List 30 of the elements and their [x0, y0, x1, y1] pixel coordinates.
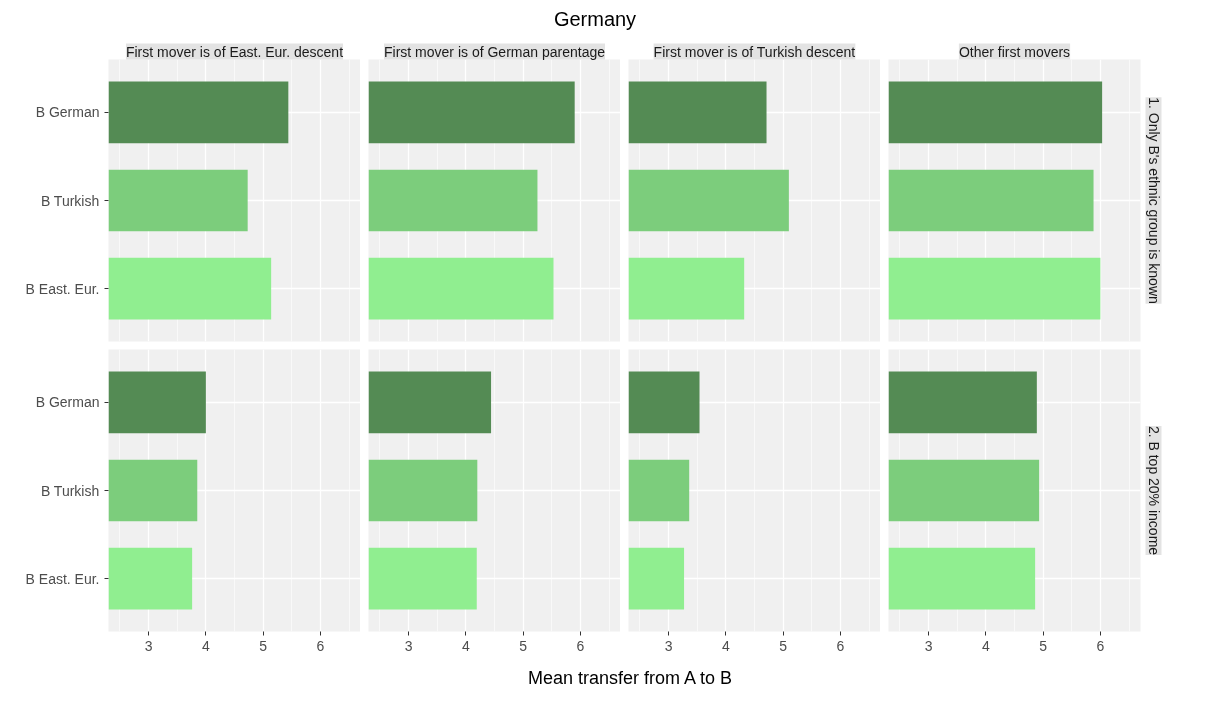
y-tick-label: B East. Eur.: [25, 280, 100, 297]
x-tick-label: 6: [836, 637, 845, 654]
x-tick-label: 4: [461, 637, 470, 654]
x-tick-label: 3: [144, 637, 153, 654]
x-tick-label: 6: [1096, 637, 1105, 654]
x-tick-label: 4: [721, 637, 730, 654]
x-tick-label: 5: [519, 637, 528, 654]
chart-title: First mover is of East. Eur. descent: [125, 43, 344, 60]
x-tick-label: 3: [664, 637, 673, 654]
x-tick-label: 5: [259, 637, 268, 654]
x-tick-label: 4: [201, 637, 210, 654]
y2-axis-title: 1. Only B's ethnic group is known: [1145, 96, 1162, 304]
y-tick-label: B German: [35, 393, 100, 410]
x-tick-label: 6: [576, 637, 585, 654]
chart-title: First mover is of Turkish descent: [653, 43, 856, 60]
text: Mean transfer from A to B: [527, 666, 733, 690]
chart-title: First mover is of German parentage: [384, 43, 606, 60]
chart-title: Other first movers: [958, 43, 1071, 60]
x-tick-label: 5: [779, 637, 788, 654]
y-tick-label: B Turkish: [40, 192, 100, 209]
text: Germany: [553, 7, 637, 32]
y-tick-label: B German: [35, 103, 100, 120]
y-tick-label: B Turkish: [40, 482, 100, 499]
x-tick-label: 6: [316, 637, 325, 654]
x-tick-label: 3: [404, 637, 413, 654]
x-tick-label: 4: [981, 637, 990, 654]
y-tick-label: B East. Eur.: [25, 570, 100, 587]
x-tick-label: 3: [924, 637, 933, 654]
y2-axis-title: 2. B top 20% income: [1145, 425, 1162, 555]
x-tick-label: 5: [1039, 637, 1048, 654]
